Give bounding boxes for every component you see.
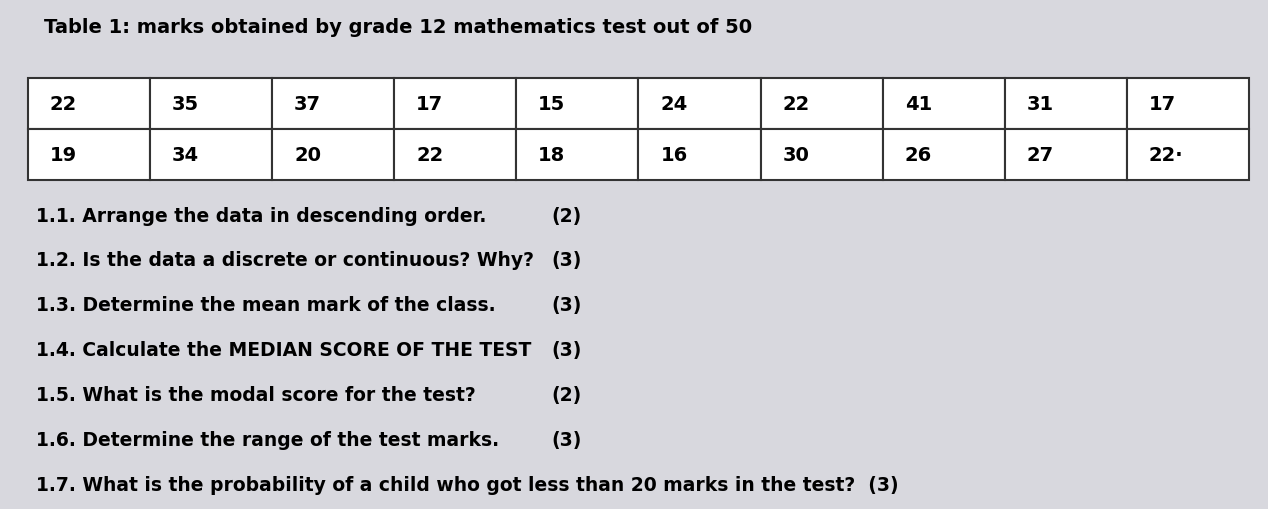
Text: 1.5. What is the modal score for the test?: 1.5. What is the modal score for the tes… (36, 385, 476, 404)
Text: (2): (2) (552, 206, 582, 225)
Text: 27: 27 (1027, 146, 1054, 165)
Bar (1004, 130, 1127, 181)
Text: (3): (3) (552, 296, 582, 315)
Text: (2): (2) (552, 385, 582, 404)
Bar (516, 79, 639, 130)
Text: 35: 35 (172, 95, 199, 114)
Bar (273, 130, 394, 181)
Text: 16: 16 (661, 146, 687, 165)
Text: 1.1. Arrange the data in descending order.: 1.1. Arrange the data in descending orde… (36, 206, 486, 225)
Text: 24: 24 (661, 95, 687, 114)
Text: Table 1: marks obtained by grade 12 mathematics test out of 50: Table 1: marks obtained by grade 12 math… (44, 18, 752, 37)
Text: 22: 22 (416, 146, 444, 165)
Text: 22: 22 (782, 95, 810, 114)
Text: 22: 22 (49, 95, 77, 114)
Text: 1.6. Determine the range of the test marks.: 1.6. Determine the range of the test mar… (36, 430, 498, 449)
Text: 15: 15 (539, 95, 566, 114)
Text: 26: 26 (904, 146, 932, 165)
Bar (28, 130, 150, 181)
Text: 18: 18 (539, 146, 566, 165)
Bar (150, 79, 273, 130)
Bar (1127, 130, 1249, 181)
Bar (638, 130, 761, 181)
Text: 1.7. What is the probability of a child who got less than 20 marks in the test? : 1.7. What is the probability of a child … (36, 475, 898, 494)
Text: 17: 17 (1149, 95, 1175, 114)
Text: (3): (3) (552, 341, 582, 359)
Bar (28, 79, 150, 130)
Bar (394, 130, 516, 181)
Text: 30: 30 (782, 146, 809, 165)
Text: (3): (3) (552, 251, 582, 270)
Bar (273, 79, 394, 130)
Bar (883, 79, 1004, 130)
Bar (394, 79, 516, 130)
Bar (150, 130, 273, 181)
Bar (516, 130, 639, 181)
Text: 31: 31 (1027, 95, 1054, 114)
Bar (638, 79, 761, 130)
Bar (1004, 79, 1127, 130)
Text: (3): (3) (552, 430, 582, 449)
Text: 1.3. Determine the mean mark of the class.: 1.3. Determine the mean mark of the clas… (36, 296, 495, 315)
Text: 17: 17 (416, 95, 444, 114)
Text: 1.4. Calculate the MEDIAN SCORE OF THE TEST: 1.4. Calculate the MEDIAN SCORE OF THE T… (36, 341, 531, 359)
Text: 20: 20 (294, 146, 321, 165)
Text: 34: 34 (172, 146, 199, 165)
Bar (883, 130, 1004, 181)
Bar (761, 79, 883, 130)
Text: 37: 37 (294, 95, 321, 114)
Text: 1.2. Is the data a discrete or continuous? Why?: 1.2. Is the data a discrete or continuou… (36, 251, 534, 270)
Text: 22·: 22· (1149, 146, 1183, 165)
Bar (1127, 79, 1249, 130)
Text: 41: 41 (904, 95, 932, 114)
Text: 19: 19 (49, 146, 77, 165)
Bar (761, 130, 883, 181)
